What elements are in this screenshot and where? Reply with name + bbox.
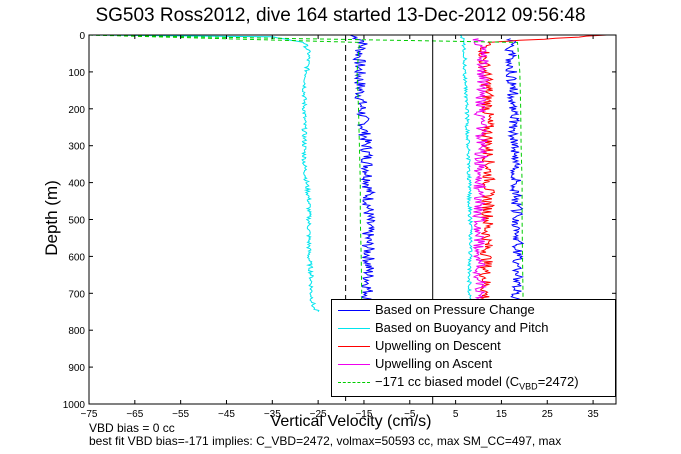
y-tick-label: 1000: [63, 400, 86, 411]
y-tick-label: 0: [79, 31, 85, 42]
x-tick-label: −35: [264, 409, 281, 420]
x-tick-label: 35: [588, 409, 600, 420]
legend-model-subscript: VBD: [519, 381, 538, 392]
x-tick-label: −55: [172, 409, 189, 420]
y-tick-label: 100: [68, 68, 85, 79]
series-layer: [88, 34, 607, 313]
x-tick-label: −75: [81, 409, 98, 420]
legend-swatch-model: [338, 382, 370, 383]
legend-label-descent: Upwelling on Descent: [375, 338, 501, 353]
legend: Based on Pressure Change Based on Buoyan…: [331, 299, 616, 397]
y-tick-label: 800: [68, 326, 85, 337]
legend-label-buoyancy: Based on Buoyancy and Pitch: [375, 320, 549, 335]
legend-item-descent: Upwelling on Descent: [332, 338, 615, 356]
x-tick-label: −15: [355, 409, 372, 420]
y-tick-label: 900: [68, 363, 85, 374]
x-tick-label: −25: [310, 409, 327, 420]
series-buoyancy-ascent: [459, 34, 474, 309]
y-tick-label: 200: [68, 105, 85, 116]
axes: −75 −65 −55 −45 −35 −25 −15 −5 5 15 25 350100200300…: [63, 31, 617, 420]
vbd-bias-note: VBD bias = 0 cc: [89, 421, 175, 435]
series-descent: [477, 34, 607, 309]
legend-model-suffix: =2472): [537, 374, 579, 389]
x-tick-label: −45: [218, 409, 235, 420]
series-pressure-ascent: [504, 38, 525, 309]
y-axis-label: Depth (m): [42, 180, 61, 256]
y-tick-label: 400: [68, 179, 85, 190]
y-tick-label: 600: [68, 252, 85, 263]
legend-swatch-pressure: [338, 310, 370, 311]
legend-swatch-buoyancy: [338, 328, 370, 329]
y-tick-label: 500: [68, 216, 85, 227]
legend-label-model: −171 cc biased model (CVBD=2472): [375, 374, 579, 392]
x-tick-label: −5: [404, 409, 416, 420]
legend-swatch-ascent: [338, 364, 370, 365]
legend-item-model: −171 cc biased model (CVBD=2472): [332, 374, 615, 392]
y-tick-label: 300: [68, 142, 85, 153]
x-axis-label: Vertical Velocity (cm/s): [270, 413, 432, 430]
legend-swatch-descent: [338, 346, 370, 347]
x-tick-label: −65: [126, 409, 143, 420]
legend-model-prefix: −171 cc biased model (C: [375, 374, 520, 389]
x-tick-label: 15: [496, 409, 508, 420]
legend-item-ascent: Upwelling on Ascent: [332, 356, 615, 374]
series-buoyancy-descent: [88, 34, 320, 313]
series-model-descent: [88, 34, 363, 309]
x-tick-label: 5: [453, 409, 459, 420]
series-model-ascent: [88, 34, 524, 309]
chart-title: SG503 Ross2012, dive 164 started 13-Dec-…: [95, 5, 586, 26]
legend-item-buoyancy: Based on Buoyancy and Pitch: [332, 320, 615, 338]
legend-label-ascent: Upwelling on Ascent: [375, 356, 493, 371]
legend-item-pressure: Based on Pressure Change: [332, 302, 615, 320]
series-ascent: [471, 38, 490, 309]
best-fit-note: best fit VBD bias=-171 implies: C_VBD=24…: [89, 434, 562, 448]
y-tick-label: 700: [68, 289, 85, 300]
x-tick-label: 25: [542, 409, 554, 420]
legend-label-pressure: Based on Pressure Change: [375, 302, 535, 317]
